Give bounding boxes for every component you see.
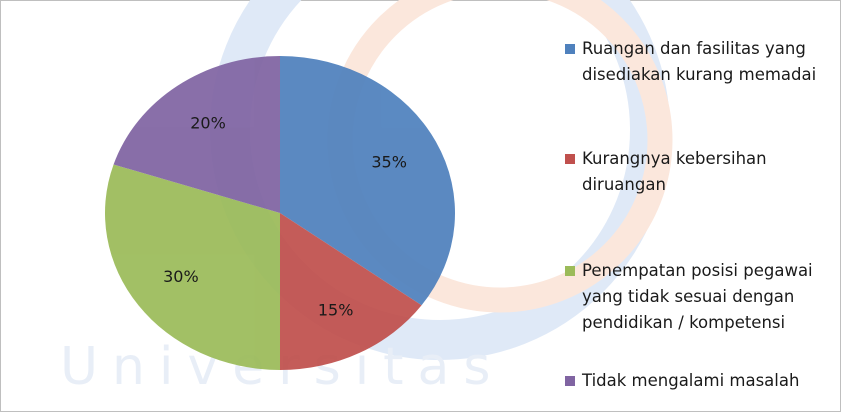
data-label: 15%	[318, 300, 354, 319]
legend-swatch	[565, 154, 575, 164]
legend-entry: Penempatan posisi pegawai yang tidak ses…	[565, 258, 835, 336]
legend-swatch	[565, 44, 575, 54]
pie	[104, 56, 455, 370]
legend-label: Penempatan posisi pegawai yang tidak ses…	[582, 261, 813, 332]
legend-label: Kurangnya kebersihan diruangan	[582, 149, 767, 194]
pie-slice	[113, 56, 280, 213]
pie-slice	[280, 213, 422, 370]
data-label: 30%	[163, 267, 199, 286]
legend-entry: Tidak mengalami masalah	[565, 368, 835, 394]
legend-label: Ruangan dan fasilitas yang disediakan ku…	[582, 39, 817, 84]
data-label: 20%	[190, 114, 226, 133]
legend-swatch	[565, 376, 575, 386]
data-label: 35%	[371, 153, 407, 172]
legend-entry: Ruangan dan fasilitas yang disediakan ku…	[565, 36, 835, 88]
legend-label: Tidak mengalami masalah	[582, 371, 800, 390]
legend-entry: Kurangnya kebersihan diruangan	[565, 146, 835, 198]
pie-slice	[280, 56, 455, 306]
pie-slice	[104, 164, 280, 370]
legend-swatch	[565, 266, 575, 276]
